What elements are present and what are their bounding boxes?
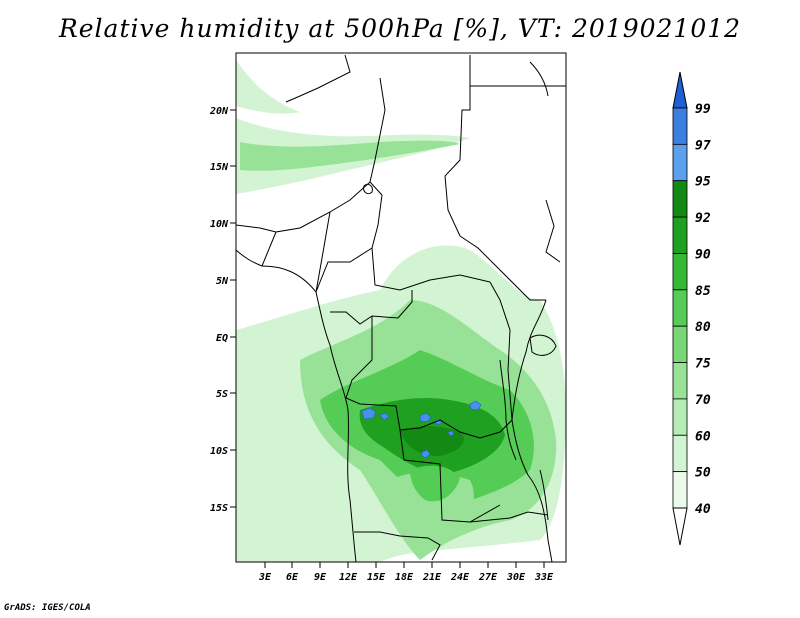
saturation-spot [469, 400, 482, 411]
lon-label: 30E [506, 572, 526, 583]
lat-label: 5S [216, 389, 228, 400]
colorbar-segment [672, 325, 688, 363]
border-libya-sudan [444, 55, 471, 237]
lon-label: 9E [314, 572, 327, 583]
border-drc-east [489, 281, 513, 421]
country-borders [235, 54, 566, 563]
lat-label: 15N [210, 162, 229, 173]
humidity-band-north-core [240, 140, 460, 171]
border-niger-chad [369, 77, 386, 226]
border-cameroon [315, 211, 373, 293]
colorbar-under-arrow [672, 507, 688, 546]
colorbar-segment [672, 143, 688, 182]
latitude-axis: 20N 15N 10N 5N EQ 5S 10S 15S [209, 106, 236, 514]
colorbar-segment [672, 107, 688, 145]
lat-label: 20N [209, 106, 229, 117]
colorbar-segment [672, 362, 688, 400]
colorbar-level-label: 85 [695, 284, 711, 299]
colorbar: 99 97 95 92 90 85 80 75 70 60 50 40 [672, 71, 711, 546]
colorbar-level-label: 99 [695, 102, 711, 117]
lon-label: 15E [367, 572, 386, 583]
border-zambia-south [469, 511, 549, 523]
lake-tanganyika [499, 359, 517, 461]
lon-label: 18E [395, 572, 414, 583]
lat-label: 10S [210, 446, 228, 457]
lat-label: 5N [216, 276, 229, 287]
colorbar-level-label: 75 [695, 357, 711, 372]
lake-chad [363, 183, 373, 195]
border-nigeria [261, 181, 371, 267]
map-title: Relative humidity at 500hPa [%], VT: 201… [58, 14, 742, 43]
border-drc-west [345, 316, 421, 431]
lake-victoria [529, 334, 557, 356]
lake-malawi [539, 469, 549, 521]
humidity-shading [236, 60, 567, 563]
border-libya-algeria [285, 54, 351, 103]
colorbar-level-label: 95 [695, 175, 711, 190]
saturation-spot [361, 407, 377, 420]
lon-label: 33E [534, 572, 554, 583]
colorbar-segment [672, 180, 688, 218]
lon-label: 24E [450, 572, 470, 583]
colorbar-segment [672, 434, 688, 473]
lat-label: 10N [210, 219, 229, 230]
map-frame [235, 52, 567, 563]
longitude-axis: 3E 6E 9E 12E 15E 18E 21E 24E 27E 30E 33E [258, 562, 554, 583]
saturation-spot [421, 449, 431, 459]
lon-label: 27E [478, 572, 498, 583]
humidity-saturation-spots [361, 400, 482, 459]
humidity-mass-south-core [410, 465, 460, 502]
colorbar-segment [672, 253, 688, 291]
border-zambia-drc [419, 419, 513, 439]
border-angola-zambia [399, 429, 501, 523]
border-red-sea [470, 61, 566, 97]
colorbar-labels: 99 97 95 92 90 85 80 75 70 60 50 40 [695, 102, 711, 517]
colorbar-level-label: 40 [695, 502, 711, 517]
humidity-mass-peak [400, 426, 464, 456]
colorbar-level-label: 50 [695, 466, 711, 481]
border-sudan-south [459, 235, 546, 301]
colorbar-segment [672, 289, 688, 327]
saturation-spot [419, 412, 432, 423]
lat-label: 15S [210, 503, 228, 514]
colorbar-level-label: 90 [695, 247, 711, 262]
lon-label: 12E [339, 572, 358, 583]
colorbar-level-label: 70 [695, 393, 711, 408]
lon-label: 6E [286, 572, 299, 583]
grads-credit: GrADS: IGES/COLA [4, 603, 91, 613]
colorbar-segment [672, 398, 688, 436]
border-ethiopia [545, 199, 561, 263]
humidity-north-upper [236, 60, 300, 114]
colorbar-over-arrow [672, 71, 688, 109]
border-namibia [354, 531, 441, 561]
saturation-spot [447, 430, 455, 437]
lon-label: 21E [422, 572, 442, 583]
colorbar-level-label: 92 [695, 211, 711, 226]
colorbar-segment [672, 216, 688, 254]
colorbar-level-label: 97 [695, 138, 711, 153]
colorbar-segments [672, 107, 688, 509]
lat-label: EQ [216, 333, 228, 344]
border-sahel [235, 224, 277, 233]
colorbar-level-label: 80 [695, 320, 711, 335]
saturation-spot [379, 412, 390, 421]
lon-label: 3E [258, 572, 272, 583]
colorbar-segment [672, 471, 688, 509]
colorbar-level-label: 60 [695, 429, 711, 444]
